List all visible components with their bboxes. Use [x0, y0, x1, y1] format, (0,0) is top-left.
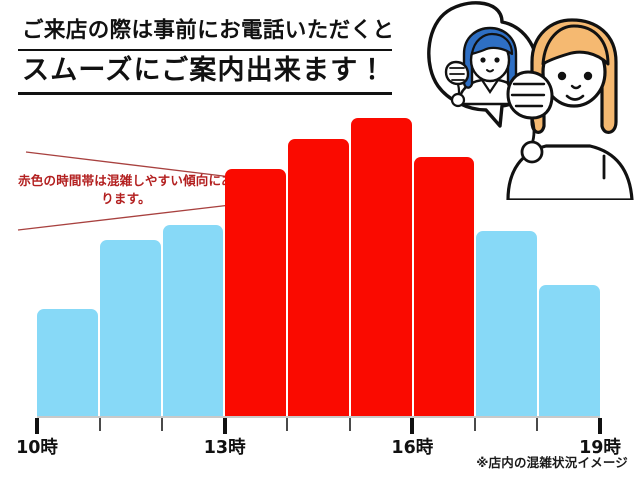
bar-16時-17時	[413, 156, 475, 416]
headline-line-2: スムーズにご案内出来ます！	[22, 55, 387, 87]
bar-15時-16時	[350, 118, 412, 416]
x-axis-line	[37, 416, 600, 418]
bar-11時-12時	[99, 240, 161, 416]
bar-10時-11時	[37, 308, 98, 416]
bar-group	[37, 118, 601, 416]
tick-mark	[536, 418, 539, 431]
annotation-pointer-lines	[17, 151, 257, 231]
x-axis-ticks	[35, 418, 602, 434]
headline-divider-bottom	[18, 92, 392, 96]
tick-label-10時: 10時	[16, 438, 58, 458]
headline-line-1: ご来店の際は事前にお電話いただくと	[22, 18, 395, 43]
staff-phone-hand	[444, 60, 470, 108]
customer-figure	[506, 18, 634, 202]
tick-label-19時: 19時	[579, 438, 621, 458]
tick-mark	[161, 418, 164, 431]
congestion-bar-chart	[37, 118, 601, 416]
x-axis-tick-labels: 10時 13時 16時 19時	[0, 434, 640, 460]
headline-divider-top	[18, 48, 392, 52]
tick-label-16時: 16時	[391, 438, 434, 458]
tick-mark	[286, 418, 289, 431]
bar-17時-18時	[476, 231, 538, 416]
illustration-group	[404, 0, 640, 202]
busy-hours-annotation: 赤色の時間帯は混雑しやすい傾向にあります。	[8, 146, 258, 234]
tick-mark	[35, 418, 39, 434]
bar-18時-19時	[539, 284, 601, 416]
tick-mark	[348, 418, 351, 431]
bar-13時-14時	[225, 168, 287, 416]
footnote: ※店内の混雑状況イメージ	[476, 455, 628, 470]
headline-block: ご来店の際は事前にお電話いただくと スムーズにご案内出来ます！	[18, 18, 395, 98]
tick-mark	[222, 418, 227, 434]
tick-mark	[410, 418, 415, 434]
phone-call-illustration	[427, 1, 634, 202]
bar-12時-13時	[162, 225, 224, 416]
tick-mark	[473, 418, 476, 431]
tick-mark	[598, 418, 602, 434]
bar-14時-15時	[288, 138, 349, 416]
annotation-text: 赤色の時間帯は混雑しやすい傾向にあります。	[18, 173, 234, 206]
tick-mark	[98, 418, 101, 431]
customer-phone-hand	[506, 70, 554, 164]
tick-label-13時: 13時	[203, 438, 246, 458]
